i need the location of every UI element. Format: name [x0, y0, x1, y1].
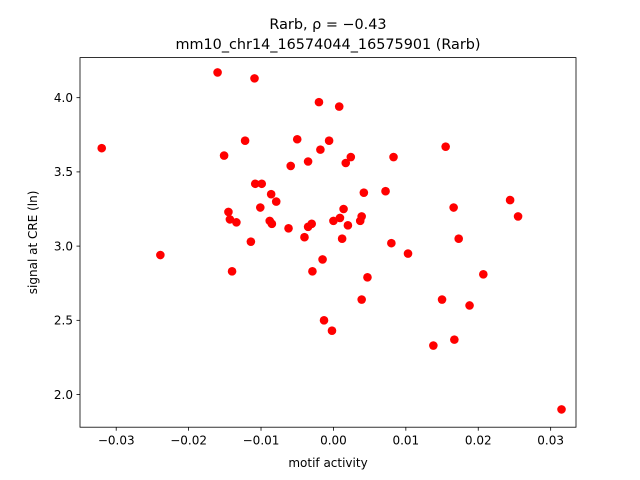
data-point-32: [329, 216, 338, 226]
data-point-45: [381, 186, 390, 196]
data-point-10: [250, 74, 259, 83]
y-tick-label: 3.5: [54, 165, 73, 179]
chart-title-line2: mm10_chr14_16574044_16575901 (Rarb): [175, 37, 480, 53]
data-point-12: [255, 203, 265, 212]
x-tick-label: 0.00: [320, 434, 347, 448]
data-point-30: [324, 136, 334, 146]
data-point-18: [284, 224, 293, 233]
data-point-2: [213, 68, 222, 77]
data-point-43: [359, 188, 369, 197]
y-tick-label: 3.0: [54, 239, 73, 253]
chart-title-line1: Rarb, ρ = −0.43: [269, 17, 386, 33]
data-point-16: [267, 219, 277, 229]
data-point-8: [240, 136, 250, 146]
data-point-4: [224, 207, 233, 217]
data-point-52: [449, 203, 458, 212]
data-point-29: [319, 316, 329, 325]
x-tick-label: −0.03: [98, 434, 135, 448]
data-point-3: [219, 151, 229, 160]
data-point-27: [316, 145, 325, 154]
data-point-57: [505, 195, 515, 205]
data-point-26: [314, 97, 324, 107]
y-tick-label: 4.0: [54, 91, 73, 105]
data-point-36: [339, 204, 348, 214]
data-point-34: [335, 213, 345, 223]
data-point-21: [300, 232, 309, 242]
data-point-41: [357, 212, 366, 221]
data-point-22: [303, 157, 313, 166]
x-tick-label: 0.02: [465, 434, 492, 448]
data-point-58: [513, 212, 523, 221]
data-point-48: [403, 249, 413, 258]
data-point-37: [341, 158, 351, 168]
data-point-5: [225, 215, 235, 224]
data-point-54: [454, 234, 464, 243]
data-point-19: [286, 161, 296, 171]
data-point-7: [232, 218, 241, 227]
data-points: [97, 68, 566, 414]
data-point-39: [346, 152, 356, 162]
data-point-46: [387, 238, 396, 248]
data-point-56: [479, 270, 488, 279]
data-point-28: [318, 255, 327, 264]
data-point-35: [337, 234, 347, 243]
data-point-20: [292, 134, 302, 144]
data-point-42: [357, 295, 366, 304]
data-point-44: [363, 272, 372, 282]
data-point-38: [343, 221, 353, 230]
y-axis-ticks: 2.0 2.5 3.0 3.5 4.0: [54, 91, 80, 402]
data-point-53: [450, 335, 459, 344]
x-axis-ticks: −0.03 −0.02 −0.01 0.00 0.01 0.02 0.03: [98, 427, 564, 448]
x-axis-label: motif activity: [288, 456, 367, 470]
data-point-50: [437, 295, 447, 304]
data-point-17: [271, 197, 281, 206]
x-tick-label: 0.01: [392, 434, 419, 448]
data-point-25: [308, 267, 317, 276]
y-tick-label: 2.0: [54, 388, 73, 402]
x-tick-label: −0.01: [243, 434, 280, 448]
y-tick-label: 2.5: [54, 314, 73, 328]
y-axis-label: signal at CRE (ln): [26, 191, 40, 295]
data-point-33: [334, 102, 344, 111]
data-point-15: [266, 189, 276, 199]
data-point-13: [257, 179, 267, 189]
x-tick-label: 0.03: [537, 434, 564, 448]
data-point-24: [307, 219, 317, 229]
data-point-9: [246, 237, 256, 246]
data-point-47: [389, 152, 398, 162]
data-point-49: [429, 341, 438, 350]
data-point-51: [441, 142, 450, 151]
plot-area-frame: [79, 57, 577, 428]
data-point-31: [327, 326, 337, 336]
data-point-0: [97, 143, 107, 153]
data-point-11: [250, 179, 260, 189]
data-point-6: [227, 267, 237, 276]
data-point-59: [557, 405, 566, 414]
data-point-55: [465, 301, 474, 310]
x-tick-label: −0.02: [170, 434, 207, 448]
data-point-1: [156, 250, 165, 260]
